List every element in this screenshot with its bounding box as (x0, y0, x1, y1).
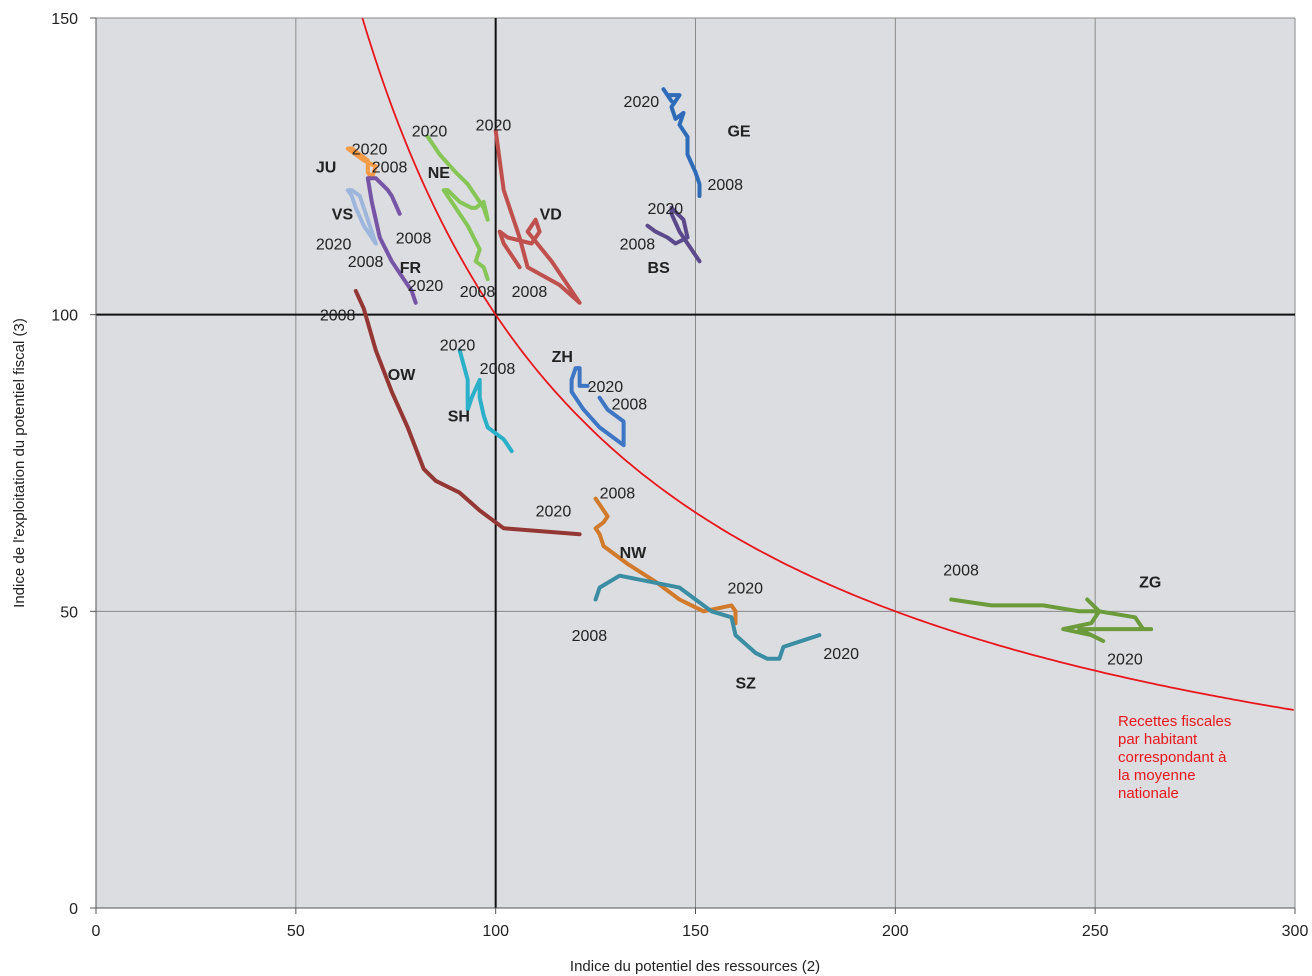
year-label: 2020 (648, 201, 684, 218)
year-labels: 2020200820202008202020082020200820202008… (316, 94, 1143, 669)
year-label: 2020 (536, 503, 572, 520)
national-average-curve (361, 17, 1294, 711)
year-label: 2020 (412, 124, 448, 141)
canton-label-bs: BS (648, 260, 671, 277)
curve-label-line: par habitant (1118, 731, 1198, 748)
series-line-ow (353, 288, 582, 537)
series-line-bs (645, 205, 702, 264)
series-line-fr (365, 176, 418, 305)
year-label: 2008 (348, 254, 384, 271)
series-line-nw (593, 496, 738, 626)
reference-lines (96, 18, 1295, 908)
year-label: 2008 (480, 361, 516, 378)
year-label: 2008 (460, 284, 496, 301)
canton-label-sh: SH (448, 408, 470, 425)
x-tick-label: 0 (92, 923, 101, 940)
series-line-zh (569, 366, 626, 448)
y-tick-label: 0 (69, 901, 78, 918)
y-tick-labels: 0 50 100 150 (51, 11, 96, 918)
year-label: 2008 (320, 308, 356, 325)
canton-label-ju: JU (316, 159, 336, 176)
canton-label-zg: ZG (1139, 575, 1161, 592)
year-label: 2020 (727, 581, 763, 598)
series-line-vs (345, 188, 378, 246)
x-tick-labels: 0 50 100 150 200 250 300 (92, 908, 1309, 940)
year-label: 2020 (408, 278, 444, 295)
curve-label-line: correspondant à (1118, 749, 1227, 766)
year-label: 2008 (620, 236, 656, 253)
series-line-sh (457, 348, 514, 454)
canton-label-fr: FR (400, 260, 422, 277)
canton-label-ne: NE (428, 165, 451, 182)
x-tick-label: 150 (682, 923, 709, 940)
year-label: 2008 (600, 486, 636, 503)
x-tick-label: 300 (1282, 923, 1309, 940)
year-label: 2008 (707, 177, 743, 194)
year-label: 2020 (823, 646, 859, 663)
year-label: 2020 (440, 337, 476, 354)
x-tick-label: 50 (287, 923, 305, 940)
national-average-curve-layer (361, 17, 1294, 711)
x-tick-label: 250 (1082, 923, 1109, 940)
year-label: 2008 (512, 284, 548, 301)
y-axis-title: Indice de l'exploitation du potentiel fi… (11, 318, 28, 608)
canton-label-ge: GE (727, 124, 750, 141)
curve-label-line: Recettes fiscales (1118, 713, 1231, 730)
year-label: 2008 (372, 159, 408, 176)
canton-label-vd: VD (540, 207, 562, 224)
canton-label-ow: OW (388, 367, 416, 384)
x-tick-label: 200 (882, 923, 909, 940)
canton-labels: GE BS VD NE JU VS FR OW SH ZH NW SZ ZG (316, 124, 1162, 693)
x-axis-title: Indice du potentiel des ressources (2) (570, 958, 820, 975)
year-label: 2020 (316, 236, 352, 253)
series-line-ge (661, 87, 702, 198)
year-label: 2008 (943, 563, 979, 580)
year-label: 2008 (396, 230, 432, 247)
series-line-ju (345, 146, 378, 181)
series-line-vd (493, 128, 582, 305)
series-line-zg (949, 597, 1154, 643)
curve-label-line: la moyenne (1118, 767, 1196, 784)
year-label: 2020 (1107, 652, 1143, 669)
x-tick-label: 100 (482, 923, 509, 940)
series-line-ne (425, 134, 490, 282)
canton-label-vs: VS (332, 207, 354, 224)
year-label: 2020 (476, 118, 512, 135)
year-label: 2008 (612, 397, 648, 414)
y-tick-label: 50 (60, 604, 78, 621)
year-label: 2020 (352, 141, 388, 158)
series-line-sz (593, 573, 822, 661)
year-label: 2008 (572, 628, 608, 645)
canton-label-nw: NW (620, 545, 648, 562)
series-layer (345, 87, 1154, 661)
y-tick-label: 100 (51, 308, 78, 325)
canton-label-sz: SZ (735, 675, 756, 692)
curve-label-line: nationale (1118, 785, 1179, 802)
canton-label-zh: ZH (552, 349, 573, 366)
year-label: 2020 (624, 94, 660, 111)
y-tick-label: 150 (51, 11, 78, 28)
national-average-curve-label: Recettes fiscales par habitant corresponda… (1118, 713, 1231, 802)
year-label: 2020 (588, 379, 624, 396)
